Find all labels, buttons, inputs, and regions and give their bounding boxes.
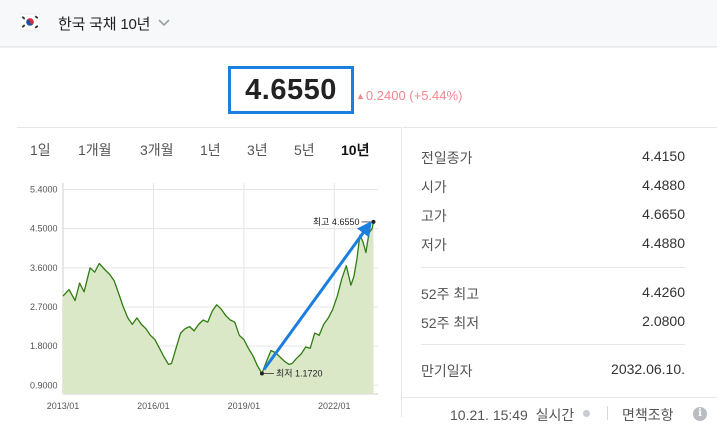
- tab-1-year[interactable]: 1년: [200, 142, 221, 158]
- tab-3-month[interactable]: 3개월: [140, 142, 174, 158]
- y-tick-label: 3.6000: [30, 263, 58, 273]
- stat-52w-low: 52주 최저 2.0800: [421, 313, 685, 333]
- y-tick-label: 2.7000: [30, 302, 58, 312]
- status-dot-icon: [583, 410, 590, 417]
- stat-low: 저가 4.4880: [421, 235, 685, 255]
- stat-value: 4.4260: [642, 284, 685, 300]
- south-korea-flag-icon: [20, 13, 40, 31]
- stat-prev-close: 전일종가 4.4150: [421, 148, 685, 168]
- stat-value: 4.4880: [642, 235, 685, 251]
- tab-3-year[interactable]: 3년: [247, 142, 268, 158]
- x-tick-label: 2016/01: [137, 401, 170, 411]
- y-tick-label: 1.8000: [30, 341, 58, 351]
- chevron-down-icon[interactable]: [156, 14, 172, 30]
- footer: 10.21. 15:49 실시간 면책조항 i: [403, 397, 717, 427]
- current-price: 4.6550: [245, 73, 337, 106]
- up-triangle-icon: ▲: [356, 91, 365, 101]
- stat-value: 2.0800: [642, 313, 685, 329]
- price-change: ▲0.2400 (+5.44%): [356, 88, 462, 103]
- stats-divider: [421, 267, 685, 268]
- timestamp: 10.21. 15:49 실시간: [450, 405, 574, 425]
- stat-open: 시가 4.4880: [421, 177, 685, 197]
- price-highlight-box: 4.6550: [228, 66, 354, 114]
- price-change-value: 0.2400 (+5.44%): [365, 88, 463, 103]
- footer-separator: [607, 406, 608, 420]
- series-area: [63, 221, 374, 394]
- stat-label: 52주 최고: [421, 286, 480, 302]
- stat-label: 시가: [421, 179, 447, 195]
- stat-label: 저가: [421, 237, 447, 253]
- stats-top-divider: [403, 127, 717, 128]
- stat-value: 4.4150: [642, 148, 685, 164]
- y-tick-label: 5.4000: [30, 185, 58, 195]
- tab-10-year[interactable]: 10년: [341, 142, 370, 158]
- stat-high: 고가 4.6650: [421, 206, 685, 226]
- min-marker: [259, 371, 264, 376]
- stat-label: 만기일자: [421, 363, 473, 379]
- realtime-status: 실시간: [535, 407, 575, 423]
- page-title: 한국 국채 10년: [58, 16, 151, 33]
- x-tick-label: 2019/01: [228, 401, 261, 411]
- stat-label: 고가: [421, 208, 447, 224]
- stat-value: 4.4880: [642, 177, 685, 193]
- y-tick-label: 0.9000: [30, 380, 58, 390]
- stat-label: 52주 최저: [421, 315, 480, 331]
- trend-arrow: [262, 220, 372, 371]
- stat-52w-high: 52주 최고 4.4260: [421, 284, 685, 304]
- header-bar: 한국 국채 10년: [0, 0, 717, 47]
- stats-divider: [421, 344, 685, 345]
- tab-1-month[interactable]: 1개월: [78, 142, 112, 158]
- max-marker: [371, 219, 376, 224]
- y-tick-label: 4.5000: [30, 224, 58, 234]
- x-tick-label: 2013/01: [47, 401, 80, 411]
- tab-5-year[interactable]: 5년: [294, 142, 315, 158]
- stat-label: 전일종가: [421, 150, 473, 166]
- chart-panel: [17, 127, 402, 417]
- min-annotation: 최저 1.1720: [276, 369, 323, 379]
- tab-1-day[interactable]: 1일: [30, 142, 51, 158]
- info-icon[interactable]: i: [693, 407, 707, 421]
- x-tick-label: 2022/01: [318, 401, 351, 411]
- stat-value: 4.6650: [642, 206, 685, 222]
- timestamp-value: 10.21. 15:49: [450, 407, 528, 423]
- stat-maturity: 만기일자 2032.06.10.: [421, 361, 685, 381]
- disclaimer-link[interactable]: 면책조항: [622, 407, 674, 423]
- series-line: [62, 221, 375, 375]
- stat-value: 2032.06.10.: [611, 361, 685, 377]
- max-annotation: 최고 4.6550: [313, 217, 360, 227]
